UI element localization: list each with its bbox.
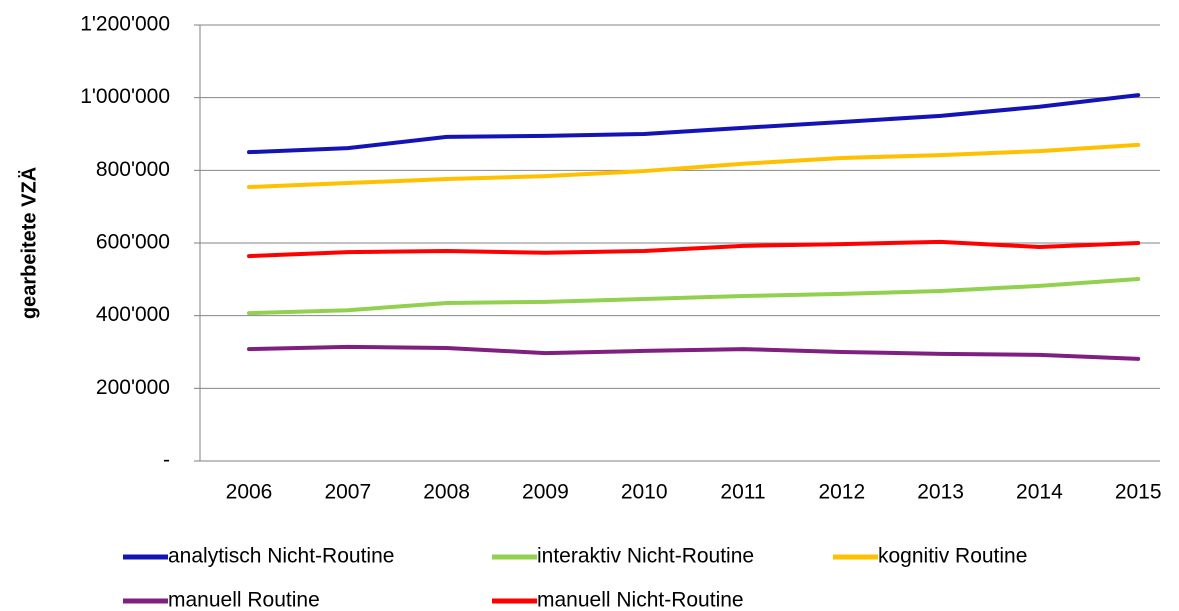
x-tick-label: 2012	[818, 481, 865, 504]
y-tick-label: 800'000	[96, 158, 170, 181]
y-tick-label: 200'000	[96, 376, 170, 399]
x-tick-label: 2010	[621, 481, 668, 504]
y-tick-label: 1'000'000	[80, 85, 170, 108]
series-line	[247, 93, 1141, 155]
legend-label: manuell Nicht-Routine	[537, 589, 744, 611]
legend-label: kognitiv Routine	[878, 545, 1027, 568]
legend-label: analytisch Nicht-Routine	[168, 545, 394, 568]
y-tick-label: 400'000	[96, 303, 170, 326]
x-tick-label: 2015	[1115, 481, 1162, 504]
series-line	[247, 239, 1141, 259]
legend-label: manuell Routine	[168, 589, 320, 611]
y-tick-label: 600'000	[96, 231, 170, 254]
series-line	[247, 344, 1141, 361]
x-tick-label: 2006	[226, 481, 273, 504]
y-axis-label: gearbeitete VZÄ	[17, 167, 40, 319]
legend-label: interaktiv Nicht-Routine	[537, 545, 754, 568]
x-tick-label: 2011	[720, 481, 765, 504]
x-tick-label: 2007	[324, 481, 371, 504]
series-line	[247, 276, 1141, 316]
y-tick-label: -	[163, 449, 170, 472]
y-tick-label: 1'200'000	[80, 13, 170, 36]
x-tick-label: 2013	[917, 481, 964, 504]
series-line	[247, 142, 1141, 190]
x-tick-label: 2014	[1016, 481, 1063, 504]
x-tick-label: 2008	[423, 481, 470, 504]
x-tick-label: 2009	[522, 481, 569, 504]
